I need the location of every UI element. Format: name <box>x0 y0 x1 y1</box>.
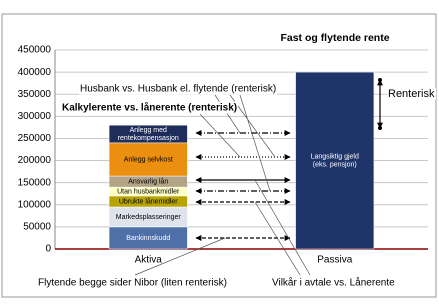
bracket-dot <box>378 78 382 82</box>
bracket-dot <box>378 126 382 130</box>
segment-label: Anlegg med rentekompensasjon <box>118 127 179 142</box>
annotation: Renterisk <box>388 88 435 100</box>
annotation-bg <box>271 276 397 289</box>
bar-segment <box>295 71 375 250</box>
y-tick-label: 0 <box>45 244 51 255</box>
segment-label: Bankinnskudd <box>126 235 170 242</box>
segment-label: Ansvarlig lån <box>128 177 168 185</box>
segment-label: Ubrukte lånemidler <box>119 197 178 205</box>
annotation: Kalkylerente vs. lånerente (renterisk) <box>62 102 237 114</box>
y-tick-label: 450000 <box>18 45 52 56</box>
segment-label: Anlegg selvkost <box>124 156 173 163</box>
x-tick-label: Aktiva <box>135 255 163 266</box>
arrows <box>134 78 383 276</box>
bar-segment <box>108 142 188 177</box>
y-tick-label: 150000 <box>18 177 52 188</box>
y-tick-label: 250000 <box>18 133 52 144</box>
x-tick-label: Passiva <box>317 255 352 266</box>
leader-lines <box>134 94 311 276</box>
chart-title: Fast og flytende rente <box>280 32 389 44</box>
annotation: Flytende begge sider Nibor (liten renter… <box>38 278 227 289</box>
bar-segment <box>108 124 188 144</box>
y-tick-label: 200000 <box>18 155 52 166</box>
y-tick-label: 400000 <box>18 67 52 78</box>
annotation-bg <box>387 87 436 100</box>
segment-label: Utan husbankmidler <box>117 188 180 195</box>
y-tick-label: 100000 <box>18 199 52 210</box>
annotation: Husbank vs. Husbank el. flytende (renter… <box>80 84 276 95</box>
annotation-bg <box>79 83 278 95</box>
annotation-bg <box>37 277 228 289</box>
segment-label: Markedsplasseringer <box>116 214 182 221</box>
segment-label: Langsiktig gjeld (eks. pensjon) <box>311 154 359 169</box>
y-tick-label: 350000 <box>18 89 52 100</box>
annotation: Vilkår i avtale vs. Lånerente <box>272 277 395 289</box>
bars: Bankinnskudd Markedsplasseringer Ubrukte l… <box>108 71 375 266</box>
annotations: Fast og flytende rente Husbank vs. Husban… <box>37 32 436 289</box>
annotation-bg <box>61 101 239 114</box>
y-tick-label: 300000 <box>18 111 52 122</box>
y-tick-label: 50000 <box>23 222 51 233</box>
